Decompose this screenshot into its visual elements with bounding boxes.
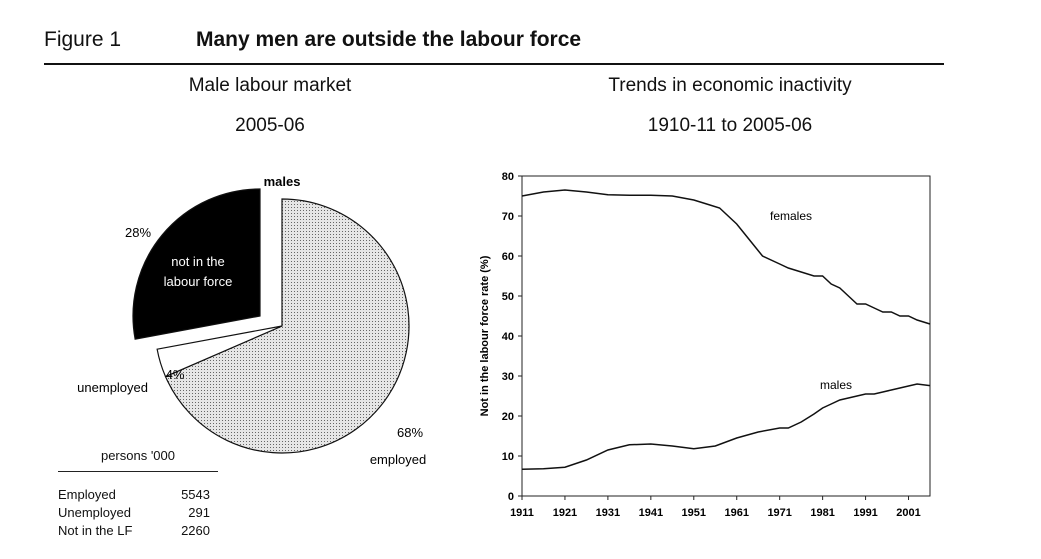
y-axis-tick-label: 50 — [502, 291, 514, 303]
persons-table-row-label: Employed — [58, 487, 116, 502]
pie-label-unemployed: unemployed — [77, 380, 148, 395]
pie-label-nilf-line2: labour force — [164, 274, 233, 289]
y-axis-tick-label: 40 — [502, 331, 514, 343]
pie-label-employed: employed — [370, 452, 426, 467]
x-axis-tick-label: 1931 — [596, 507, 620, 519]
pie-chart-title: Male labour market — [188, 75, 352, 96]
persons-table-header: persons '000 — [58, 448, 218, 472]
x-axis-tick-label: 1921 — [553, 507, 577, 519]
line-label-females: females — [770, 209, 812, 223]
y-axis-tick-label: 30 — [502, 371, 514, 383]
persons-table-row-label: Unemployed — [58, 505, 131, 520]
pie-label-unemployed-percent: 4% — [166, 367, 185, 382]
pie-chart-subtitle: 2005-06 — [235, 115, 305, 136]
persons-table-row-value: 2260 — [181, 523, 210, 538]
y-axis-tick-label: 20 — [502, 411, 514, 423]
pie-slice-employed — [164, 198, 410, 454]
persons-table-row: Unemployed 291 — [58, 504, 210, 522]
pie-slice-unemployed — [156, 325, 283, 378]
persons-table-body: Employed 5543 Unemployed 291 Not in the LF 22… — [58, 472, 210, 540]
line-chart-y-axis-label: Not in the labour force rate (%) — [479, 255, 491, 416]
y-axis-tick-label: 70 — [502, 211, 514, 223]
persons-table-row-value: 291 — [188, 505, 210, 520]
x-axis-tick-label: 2001 — [896, 507, 920, 519]
pie-label-nilf-line1: not in the — [171, 254, 225, 269]
line-chart-x-axis: 1911 1921 1931 1941 1951 1961 1971 1981 1991 2001 — [510, 496, 921, 519]
y-axis-tick-label: 10 — [502, 451, 514, 463]
y-axis-tick-label: 60 — [502, 251, 514, 263]
x-axis-tick-label: 1951 — [682, 507, 706, 519]
header-rule — [44, 63, 944, 65]
line-chart-y-axis: 0 10 20 30 40 50 60 70 80 — [502, 171, 522, 503]
persons-table-row: Employed 5543 — [58, 486, 210, 504]
x-axis-tick-label: 1981 — [810, 507, 834, 519]
line-chart-subtitle: 1910-11 to 2005-06 — [647, 115, 813, 136]
figure-header: Figure 1 Many men are outside the labour… — [44, 28, 944, 60]
x-axis-tick-label: 1991 — [853, 507, 877, 519]
figure-label: Figure 1 — [44, 28, 122, 51]
y-axis-tick-label: 80 — [502, 171, 514, 183]
pie-series-label: males — [264, 174, 301, 189]
persons-table-row-value: 5543 — [181, 487, 210, 502]
x-axis-tick-label: 1961 — [724, 507, 748, 519]
pie-chart: males 28% not in the labour force 4% une… — [77, 174, 426, 467]
x-axis-tick-label: 1911 — [510, 507, 534, 519]
x-axis-tick-label: 1941 — [639, 507, 663, 519]
line-series-females — [521, 189, 931, 325]
pie-label-nilf-percent: 28% — [125, 225, 151, 240]
y-axis-tick-label: 0 — [508, 491, 514, 503]
line-chart-plot-frame — [521, 175, 931, 497]
line-series-males — [521, 383, 931, 470]
pie-label-employed-percent: 68% — [397, 425, 423, 440]
x-axis-tick-label: 1971 — [767, 507, 791, 519]
line-chart-title: Trends in economic inactivity — [608, 75, 852, 96]
persons-table-row: Not in the LF 2260 — [58, 522, 210, 540]
pie-slice-not-in-labour-force — [132, 188, 261, 340]
persons-table-row-label: Not in the LF — [58, 523, 133, 538]
line-label-males: males — [820, 378, 852, 392]
persons-table: persons '000 Employed 5543 Unemployed 291 No… — [58, 448, 218, 540]
figure-title: Many men are outside the labour force — [196, 28, 582, 51]
